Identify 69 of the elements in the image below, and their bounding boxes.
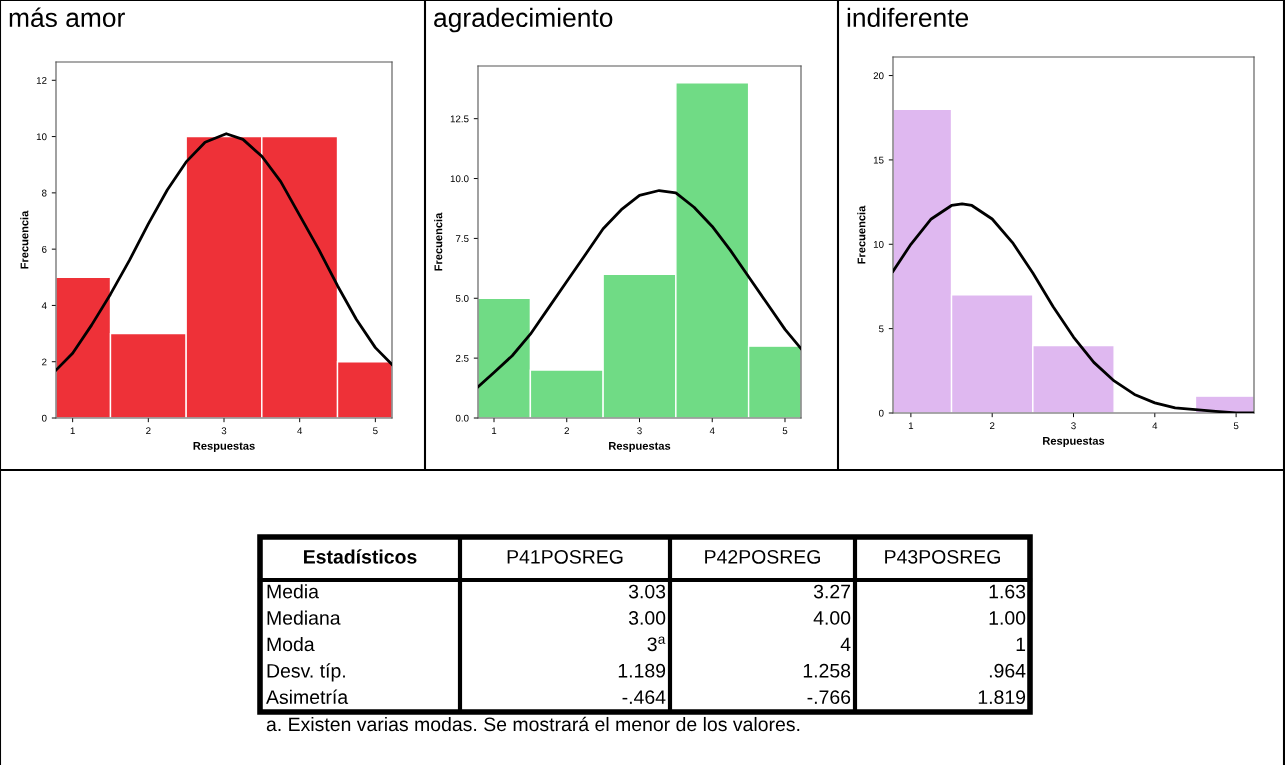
- x-tick-label: 2: [146, 427, 151, 435]
- x-tick-label: 2: [564, 427, 569, 435]
- y-axis-title: Frecuencia: [857, 205, 866, 264]
- text: 1.00: [989, 611, 1026, 625]
- line-series: [478, 189, 801, 389]
- y-tick-label: 4: [41, 302, 47, 309]
- y-tick-label: 5: [878, 325, 884, 333]
- x-tick-label: 1: [70, 427, 75, 435]
- x-tick-label: 5: [1233, 422, 1239, 430]
- category-label: Media: [267, 584, 319, 599]
- x-tick-label: 3: [637, 427, 642, 435]
- x-tick-label: 1: [492, 427, 497, 435]
- x-tick-label: 4: [297, 427, 303, 435]
- y-tick-label: 12: [36, 77, 47, 84]
- text: 3.00: [628, 611, 666, 625]
- x-tick-label: 5: [782, 427, 788, 435]
- x-axis-title: Respuestas: [193, 442, 255, 452]
- text: a. Existen varias modas. Se mostrará el menor de los valores.: [266, 716, 800, 732]
- category-label: P41POSREG: [507, 549, 623, 564]
- text: 3.27: [813, 584, 851, 599]
- y-tick-label: 0: [41, 414, 47, 422]
- y-tick-label: 0.0: [455, 414, 469, 422]
- text: 3.03: [628, 584, 666, 599]
- x-tick-label: 3: [221, 427, 227, 435]
- text: 4: [840, 637, 851, 652]
- chart-title: indiferente: [847, 7, 969, 28]
- x-tick-label: 2: [989, 422, 995, 430]
- y-axis-title: Frecuencia: [434, 212, 443, 271]
- y-tick-label: 8: [41, 189, 47, 197]
- y-tick-label: 10.0: [450, 175, 469, 183]
- y-tick-label: 15: [873, 156, 884, 164]
- category-label: P42POSREG: [705, 549, 820, 564]
- x-tick-label: 3: [1071, 422, 1076, 430]
- text: 4.00: [813, 611, 851, 625]
- y-axis-title: Frecuencia: [20, 210, 29, 269]
- line-series: [56, 132, 392, 372]
- y-tick-label: 5.0: [455, 295, 469, 302]
- chart-title: más amor: [9, 7, 125, 28]
- y-tick-label: 20: [873, 72, 884, 80]
- x-tick-label: 4: [709, 427, 715, 435]
- text: 1: [1016, 637, 1026, 652]
- category-label: Moda: [267, 636, 315, 652]
- text: 1.189: [618, 663, 666, 678]
- x-axis-title: Respuestas: [609, 442, 671, 452]
- text: 1.258: [803, 663, 851, 678]
- y-tick-label: 10: [873, 241, 884, 248]
- text: -.766: [807, 690, 851, 705]
- chart-title: agradecimiento: [434, 7, 613, 33]
- y-tick-label: 2: [42, 358, 47, 366]
- y-tick-label: 0: [878, 409, 884, 417]
- x-tick-label: 5: [373, 427, 378, 435]
- category-label: P43POSREG: [885, 549, 1000, 564]
- text: Estadísticos: [304, 549, 417, 564]
- text: .964: [989, 663, 1026, 678]
- x-tick-label: 4: [1152, 422, 1158, 430]
- category-label: Asimetría: [266, 689, 349, 705]
- y-tick-label: 2.5: [455, 354, 469, 362]
- category-label: Mediana: [267, 610, 341, 625]
- text: 1.819: [978, 690, 1026, 705]
- y-tick-label: 7.5: [455, 235, 469, 243]
- x-tick-label: 1: [908, 422, 914, 430]
- x-axis-title: Respuestas: [1043, 437, 1105, 447]
- category-label: Desv. típ.: [267, 663, 345, 682]
- y-tick-label: 12.5: [450, 115, 469, 123]
- text: 1.63: [989, 584, 1026, 599]
- text: -.464: [622, 690, 666, 705]
- text: 3$^{a}$: [647, 636, 666, 652]
- y-tick-label: 10: [36, 133, 47, 141]
- y-tick-label: 6: [42, 245, 47, 253]
